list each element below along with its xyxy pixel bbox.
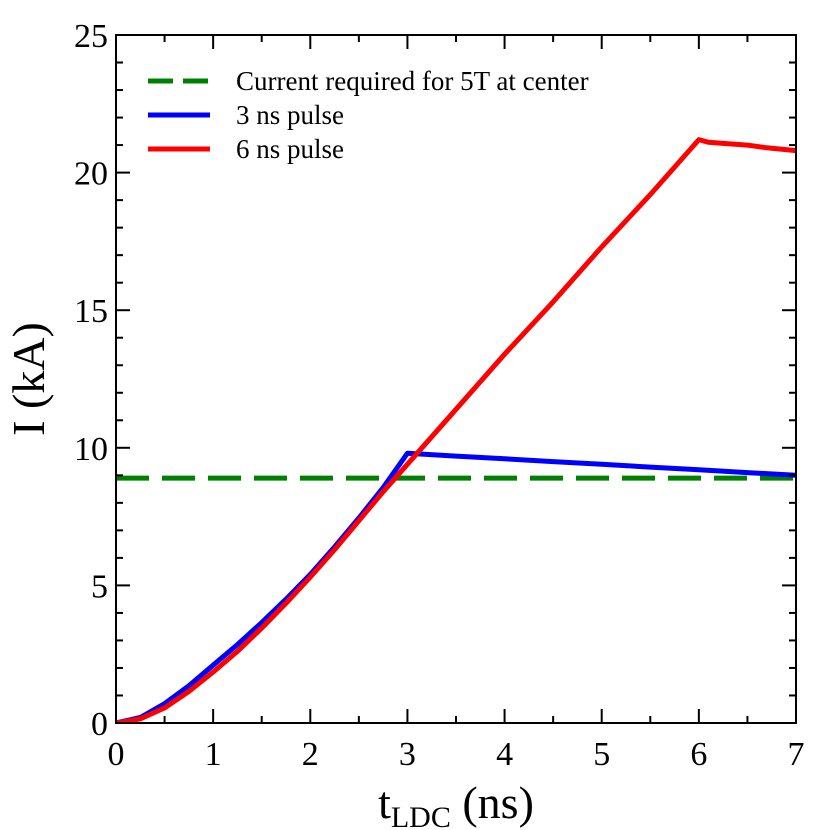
series-line-2 (116, 137, 796, 723)
x-axis-label-subscript: LDC (391, 801, 451, 830)
x-axis-label-unit: (ns) (451, 777, 534, 828)
x-tick-label: 1 (205, 736, 222, 773)
x-tick-label: 5 (593, 736, 610, 773)
legend-label-1: 3 ns pulse (236, 100, 344, 130)
x-tick-label: 6 (690, 736, 707, 773)
legend: Current required for 5T at center 3 ns pu… (148, 66, 589, 164)
x-tick-label: 7 (788, 736, 805, 773)
axis-tick-labels: 0 1 2 3 4 5 6 7 0 5 10 15 20 25 (74, 18, 805, 773)
y-tick-label: 15 (74, 293, 108, 330)
y-tick-label: 25 (74, 18, 108, 55)
plot-frame (115, 34, 797, 724)
legend-label-0: Current required for 5T at center (236, 66, 589, 96)
series-line-1 (116, 450, 796, 723)
x-tick-label: 0 (108, 736, 125, 773)
x-tick-label: 2 (302, 736, 319, 773)
x-tick-label: 4 (496, 736, 513, 773)
legend-label-2: 6 ns pulse (236, 134, 344, 164)
data-series-layer (116, 137, 796, 723)
x-axis-label-main: t (378, 777, 391, 828)
x-axis-label: tLDC (ns) (378, 777, 534, 830)
x-tick-label: 3 (399, 736, 416, 773)
y-axis-label: I (kA) (3, 322, 54, 436)
y-tick-label: 0 (91, 706, 108, 743)
y-tick-label: 5 (91, 568, 108, 605)
axis-ticks (115, 34, 797, 724)
y-tick-label: 10 (74, 431, 108, 468)
y-tick-label: 20 (74, 156, 108, 193)
